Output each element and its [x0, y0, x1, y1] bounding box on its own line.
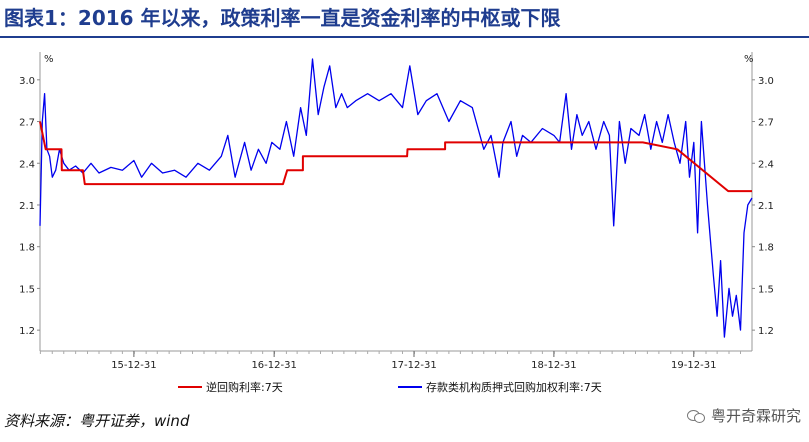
- legend-label: 存款类机构质押式回购加权利率:7天: [426, 380, 602, 394]
- x-tick-label: 17-12-31: [391, 360, 436, 371]
- series-line-pledged-repo-rate: [39, 58, 753, 338]
- title-underline: [0, 36, 809, 38]
- y-tick-label-left: 2.7: [19, 118, 35, 129]
- y-tick-label-right: 1.2: [758, 326, 774, 337]
- page-title: 图表1：2016 年以来，政策利率一直是资金利率的中枢或下限: [4, 6, 561, 30]
- y-tick-label-right: 2.7: [758, 118, 774, 129]
- y-tick-label-left: 2.1: [19, 201, 35, 212]
- y-tick-label-right: 3.0: [758, 76, 774, 87]
- legend-label: 逆回购利率:7天: [206, 380, 283, 394]
- x-tick-label: 18-12-31: [531, 360, 576, 371]
- y-tick-label-left: 1.8: [19, 243, 35, 254]
- chart-legend: 逆回购利率:7天 存款类机构质押式回购加权利率:7天: [178, 380, 602, 394]
- y-unit-right: %: [744, 54, 754, 65]
- y-tick-label-right: 2.1: [758, 201, 774, 212]
- y-tick-label-right: 2.4: [758, 159, 774, 170]
- y-tick-label-right: 1.8: [758, 243, 774, 254]
- y-tick-label-left: 2.4: [19, 159, 35, 170]
- watermark: 粤开奇霖研究: [686, 405, 801, 426]
- x-tick-label: 16-12-31: [251, 360, 296, 371]
- y-unit-left: %: [44, 54, 54, 65]
- x-tick-label: 19-12-31: [671, 360, 716, 371]
- y-tick-label-left: 1.5: [19, 284, 35, 295]
- y-tick-label-left: 1.2: [19, 326, 35, 337]
- source-note: 资料来源：粤开证券，wind: [4, 412, 190, 430]
- watermark-text: 粤开奇霖研究: [710, 407, 801, 425]
- line-chart: 1.2 1.5 1.8 2.1 2.4 2.7 3.0 1.2 1.5 1.8 2.1 2.4 2.7…: [19, 52, 774, 394]
- wechat-icon: [686, 409, 705, 423]
- y-tick-label-left: 3.0: [19, 76, 35, 87]
- series-line-policy-rate: [39, 121, 752, 193]
- x-tick-label: 15-12-31: [111, 360, 156, 371]
- y-tick-label-right: 1.5: [758, 284, 774, 295]
